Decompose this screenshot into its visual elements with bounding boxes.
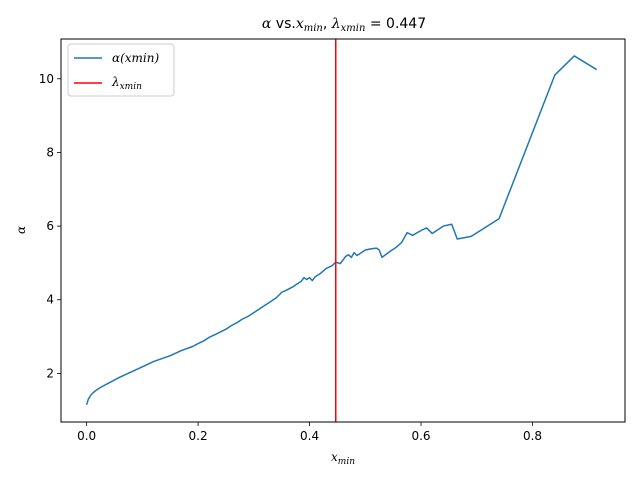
legend-lambda-base: λ: [111, 75, 120, 89]
title-lambda-sub: xmin: [341, 23, 366, 34]
y-tick-label: 8: [46, 145, 54, 159]
series-line-0: [85, 55, 597, 405]
x-tick-label: 0.6: [411, 429, 430, 443]
x-tick-label: 0.4: [300, 429, 319, 443]
title-alpha: α: [262, 16, 272, 32]
x-tick-label: 0.8: [523, 429, 542, 443]
chart-title: α vs.xmin, λxmin = 0.447: [262, 16, 426, 34]
y-tick-label: 2: [46, 366, 54, 380]
x-tick-label: 0.0: [77, 429, 96, 443]
title-sep: ,: [323, 16, 332, 32]
y-tick-label: 6: [46, 219, 54, 233]
y-axis: 2 4 6 8 10: [39, 72, 61, 380]
x-axis-label: xmin: [331, 450, 355, 467]
y-axis-label: α: [14, 226, 28, 234]
y-tick-label: 4: [46, 293, 54, 307]
plot-area: 0.0 0.2 0.4 0.6 0.8 2 4 6 8 10: [39, 38, 626, 443]
legend-label-alpha: α(xmin): [112, 51, 159, 65]
x-axis: 0.0 0.2 0.4 0.6 0.8: [77, 422, 542, 443]
title-eq: = 0.447: [365, 16, 426, 32]
title-x: x: [296, 16, 304, 32]
legend: α(xmin) λxmin: [67, 43, 175, 97]
x-tick-label: 0.2: [189, 429, 208, 443]
title-lambda: λ: [331, 16, 341, 32]
title-vs: vs.: [271, 16, 295, 32]
title-x-sub: min: [304, 23, 323, 34]
plot-frame: [60, 38, 626, 423]
y-tick-label: 10: [39, 72, 54, 86]
series-layer: [85, 39, 597, 422]
x-axis-label-base: x: [331, 450, 338, 464]
legend-label-lambda: λxmin: [111, 75, 142, 92]
legend-lambda-sub: xmin: [120, 82, 142, 92]
x-axis-label-sub: min: [338, 457, 355, 467]
